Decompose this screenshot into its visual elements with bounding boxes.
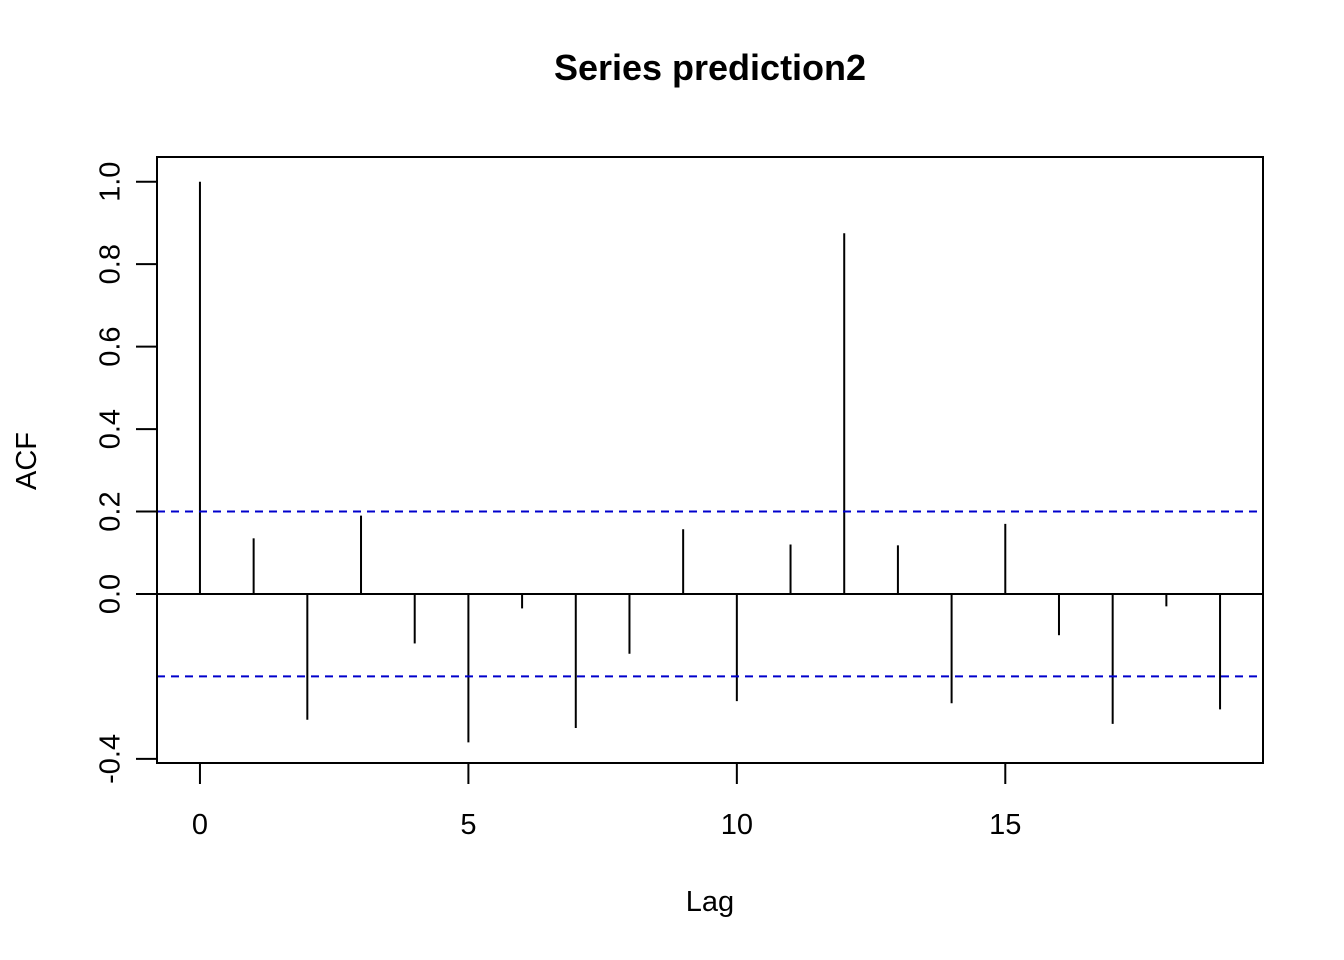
- y-tick-label-0.2: 0.2: [95, 491, 127, 531]
- x-tick-label-10: 10: [721, 809, 753, 841]
- acf-bars: [198, 181, 1222, 743]
- y-tick-label-1.0: 1.0: [95, 162, 127, 202]
- y-tick-label-0.0: 0.0: [95, 574, 127, 614]
- reference-lines: [157, 510, 1263, 678]
- y-axis: -0.4 0.0 0.2 0.4 0.6 0.8 1.0: [95, 162, 158, 784]
- x-tick-label-5: 5: [460, 809, 476, 841]
- x-axis-label: Lag: [686, 886, 734, 918]
- x-tick-label-15: 15: [989, 809, 1021, 841]
- chart-title: Series prediction2: [554, 47, 866, 88]
- plot-frame: [156, 156, 1264, 764]
- x-axis: 0 5 10 15: [192, 762, 1021, 841]
- y-tick-label-0.4: 0.4: [95, 409, 127, 449]
- y-axis-label: ACF: [11, 432, 43, 490]
- x-tick-label-0: 0: [192, 809, 208, 841]
- y-tick-label-0.6: 0.6: [95, 326, 127, 366]
- y-tick-label--0.4: -0.4: [95, 734, 127, 784]
- y-tick-label-0.8: 0.8: [95, 244, 127, 284]
